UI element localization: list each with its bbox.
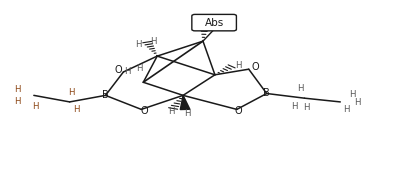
Text: Abs: Abs xyxy=(205,18,224,28)
Text: B: B xyxy=(102,90,109,100)
Text: H: H xyxy=(354,98,360,107)
Text: O: O xyxy=(140,106,148,116)
Text: H: H xyxy=(184,109,190,118)
Text: H: H xyxy=(168,107,174,116)
Text: B: B xyxy=(263,88,270,99)
Text: H: H xyxy=(291,102,298,111)
Text: H: H xyxy=(135,40,141,49)
Text: H: H xyxy=(14,85,20,94)
Text: H: H xyxy=(303,103,310,112)
Text: H: H xyxy=(150,37,156,46)
Text: H: H xyxy=(68,88,75,97)
Text: H: H xyxy=(349,90,355,99)
FancyBboxPatch shape xyxy=(192,14,236,31)
Text: O: O xyxy=(251,62,259,72)
Text: H: H xyxy=(136,64,142,73)
Polygon shape xyxy=(180,95,190,110)
Text: H: H xyxy=(297,84,304,93)
Text: H: H xyxy=(343,105,349,114)
Text: H: H xyxy=(203,19,209,28)
Text: H: H xyxy=(74,105,80,114)
Text: H: H xyxy=(33,102,39,111)
Text: O: O xyxy=(235,106,243,116)
Text: H: H xyxy=(14,97,20,106)
Text: O: O xyxy=(115,65,123,75)
Text: H: H xyxy=(235,61,241,70)
Text: H: H xyxy=(124,68,131,76)
